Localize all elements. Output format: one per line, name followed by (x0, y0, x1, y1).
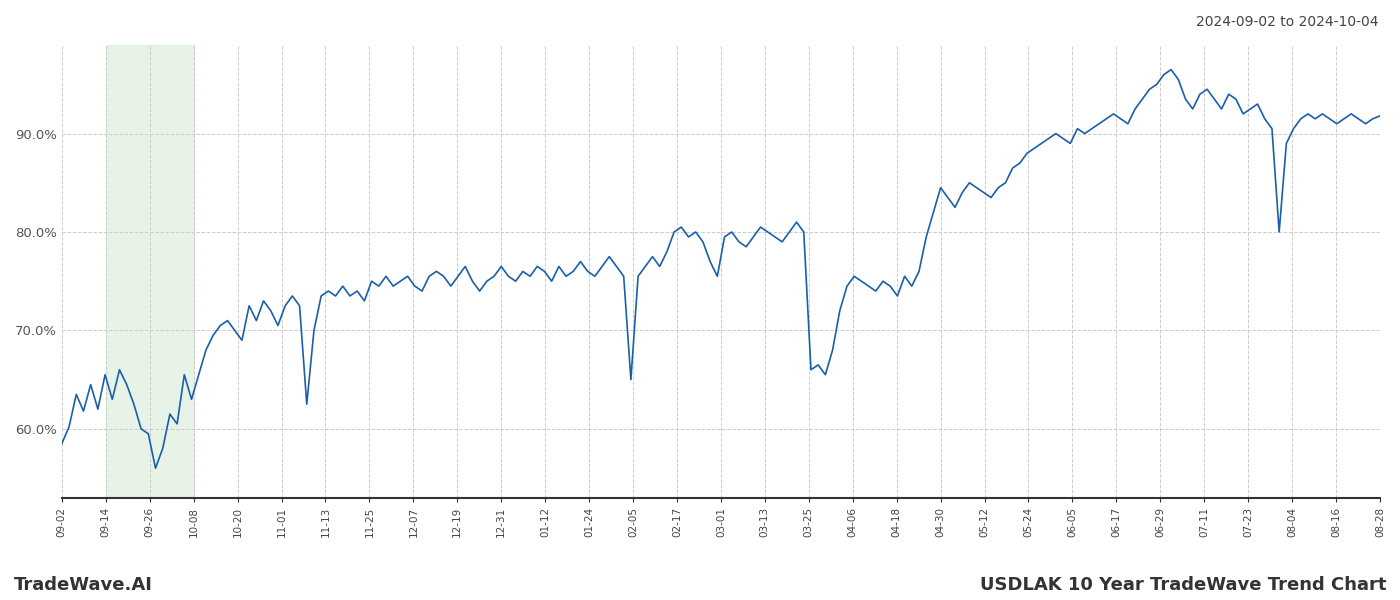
Text: USDLAK 10 Year TradeWave Trend Chart: USDLAK 10 Year TradeWave Trend Chart (980, 576, 1386, 594)
Text: 2024-09-02 to 2024-10-04: 2024-09-02 to 2024-10-04 (1197, 15, 1379, 29)
Text: TradeWave.AI: TradeWave.AI (14, 576, 153, 594)
Bar (106, 45, 193, 498)
